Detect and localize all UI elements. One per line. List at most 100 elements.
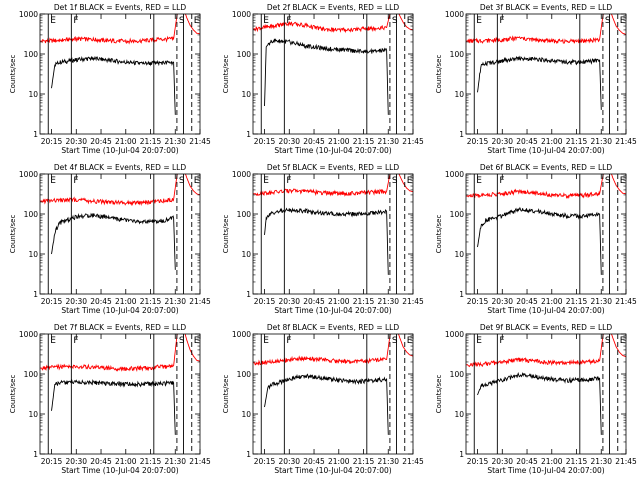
series-line-events (51, 55, 176, 115)
x-tick-label: 20:45 (303, 457, 325, 466)
x-tick-label: 21:00 (328, 297, 350, 306)
plot-frame (252, 333, 414, 455)
x-tick-label: 21:15 (140, 457, 162, 466)
marker-label: F (73, 16, 78, 26)
chart-title: Det 8f BLACK = Events, RED = LLD (267, 323, 400, 332)
x-tick-label: 21:45 (189, 457, 211, 466)
marker-label: S (392, 336, 398, 346)
y-tick-label: 1 (246, 130, 251, 139)
plot-frame (465, 13, 627, 135)
y-tick-label: 100 (237, 370, 252, 379)
y-tick-label: 10 (28, 410, 38, 419)
marker-label: S (179, 16, 185, 26)
series-group (466, 334, 626, 435)
series-line-events (477, 206, 602, 275)
y-tick-label: 1 (246, 290, 251, 299)
x-tick-label: 21:30 (590, 457, 612, 466)
y-tick-label: 1000 (445, 10, 464, 19)
x-tick-label: 20:45 (303, 297, 325, 306)
marker-label: S (179, 336, 185, 346)
marker-label: S (179, 176, 185, 186)
marker-label: E (620, 16, 626, 26)
x-tick-label: 21:45 (615, 297, 637, 306)
y-tick-label: 100 (24, 50, 39, 59)
plot-frame (252, 173, 414, 295)
y-axis-label: Counts/sec (222, 55, 230, 94)
chart-title: Det 3f BLACK = Events, RED = LLD (480, 3, 613, 12)
y-tick-label: 10 (241, 410, 251, 419)
x-tick-label: 20:45 (90, 137, 112, 146)
series-group (466, 174, 626, 275)
x-tick-label: 20:30 (278, 297, 300, 306)
marker-label: E (263, 336, 269, 346)
y-tick-label: 1 (33, 450, 38, 459)
series-line-events (477, 55, 602, 110)
chart-title: Det 1f BLACK = Events, RED = LLD (54, 3, 187, 12)
x-tick-label: 20:30 (278, 457, 300, 466)
x-tick-label: 21:30 (377, 457, 399, 466)
series-group (466, 14, 626, 110)
marker-label: F (286, 336, 291, 346)
x-tick-label: 20:30 (491, 137, 513, 146)
y-tick-label: 1000 (232, 170, 251, 179)
y-tick-label: 10 (241, 90, 251, 99)
x-axis-label: Start Time (10-Jul-04 20:07:00) (61, 466, 178, 475)
marker-label: E (476, 176, 482, 186)
series-line-lld (40, 174, 200, 207)
plot-frame (465, 333, 627, 455)
series-line-lld (253, 174, 413, 197)
x-tick-label: 20:30 (491, 457, 513, 466)
x-tick-label: 21:45 (615, 137, 637, 146)
plot-frame (39, 173, 201, 295)
y-tick-label: 1 (33, 130, 38, 139)
x-tick-label: 20:45 (90, 297, 112, 306)
x-tick-label: 20:45 (516, 137, 538, 146)
y-tick-label: 1000 (445, 170, 464, 179)
plot-frame (252, 13, 414, 135)
marker-label: F (286, 16, 291, 26)
y-tick-label: 100 (450, 370, 465, 379)
marker-label: F (73, 336, 78, 346)
marker-label: E (194, 16, 200, 26)
plot-frame (39, 333, 201, 455)
series-line-events (264, 207, 389, 275)
marker-label: E (50, 336, 56, 346)
series-line-lld (466, 174, 626, 200)
x-tick-label: 21:45 (615, 457, 637, 466)
chart-title: Det 4f BLACK = Events, RED = LLD (54, 163, 187, 172)
x-tick-label: 21:30 (377, 297, 399, 306)
marker-label: S (392, 16, 398, 26)
series-line-lld (466, 14, 626, 44)
marker-label: S (605, 16, 611, 26)
y-axis-label: Counts/sec (9, 215, 17, 254)
y-tick-label: 100 (237, 210, 252, 219)
marker-label: E (263, 16, 269, 26)
x-tick-label: 21:00 (115, 457, 137, 466)
plot-frame (465, 173, 627, 295)
y-tick-label: 100 (450, 50, 465, 59)
marker-label: E (407, 336, 413, 346)
marker-label: F (499, 176, 504, 186)
x-tick-label: 20:15 (254, 137, 276, 146)
marker-label: E (194, 336, 200, 346)
x-tick-label: 21:30 (164, 137, 186, 146)
marker-label: E (407, 176, 413, 186)
x-tick-label: 20:15 (41, 297, 63, 306)
marker-label: F (73, 176, 78, 186)
x-tick-label: 20:30 (65, 137, 87, 146)
y-tick-label: 100 (24, 370, 39, 379)
x-axis-label: Start Time (10-Jul-04 20:07:00) (487, 146, 604, 155)
y-axis-label: Counts/sec (222, 215, 230, 254)
series-group (253, 14, 413, 115)
y-axis-label: Counts/sec (435, 215, 443, 254)
y-axis-label: Counts/sec (9, 55, 17, 94)
y-tick-label: 1 (459, 290, 464, 299)
marker-label: S (605, 176, 611, 186)
plot-frame (39, 13, 201, 135)
series-line-lld (466, 334, 626, 368)
x-tick-label: 21:30 (164, 457, 186, 466)
marker-label: E (476, 16, 482, 26)
